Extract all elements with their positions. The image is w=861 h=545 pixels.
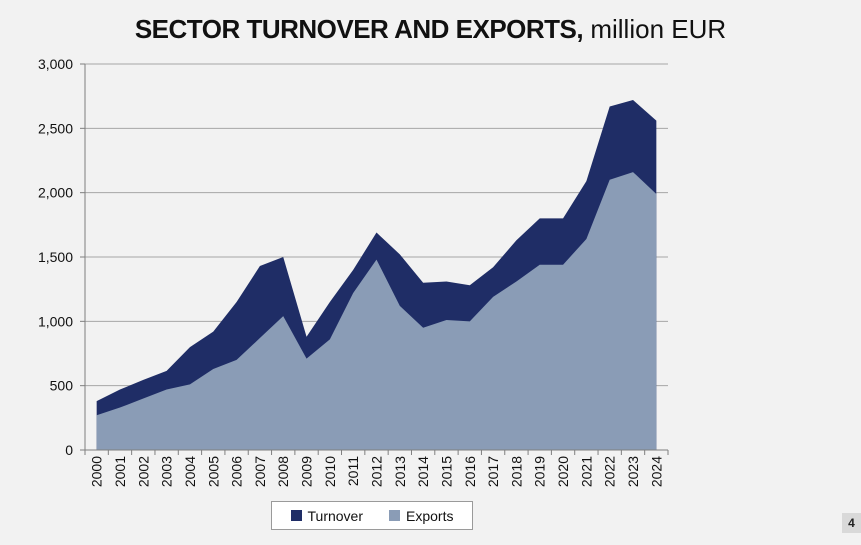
chart-title: SECTOR TURNOVER AND EXPORTS, million EUR [0,14,861,45]
x-tick-label: 2017 [485,456,501,487]
x-tick-label: 2003 [159,456,175,487]
x-tick-label: 2022 [602,456,618,487]
y-tick-label: 2,500 [38,120,73,136]
x-tick-label: 2021 [578,456,594,487]
x-tick-label: 2008 [275,456,291,487]
x-tick-label: 2023 [625,456,641,487]
x-tick-label: 2013 [392,456,408,487]
chart-legend: Turnover Exports [271,501,473,530]
legend-swatch-exports [389,510,401,521]
legend-item-turnover: Turnover [290,507,364,524]
x-tick-label: 2024 [648,456,664,487]
y-tick-label: 2,000 [38,185,73,201]
x-tick-label: 2020 [555,456,571,487]
x-tick-label: 2004 [182,456,198,487]
x-tick-label: 2001 [112,456,128,487]
x-tick-label: 2009 [299,456,315,487]
y-tick-label: 0 [65,442,73,458]
x-tick-label: 2010 [322,456,338,487]
chart-title-main: SECTOR TURNOVER AND EXPORTS, [134,14,584,44]
y-tick-label: 500 [50,378,74,394]
x-tick-label: 2016 [462,456,478,487]
x-tick-label: 2000 [89,456,105,487]
series-area-exports [96,172,657,450]
x-tick-label: 2002 [135,456,151,487]
legend-swatch-turnover [290,510,302,521]
chart-title-unit: million EUR [583,14,727,44]
x-tick-label: 2006 [229,456,245,487]
page-number: 4 [842,513,861,533]
y-tick-label: 3,000 [38,56,73,72]
legend-item-exports: Exports [389,508,453,524]
x-tick-label: 2005 [205,456,221,487]
legend-label-exports: Exports [406,507,454,524]
x-tick-label: 2007 [252,456,268,487]
x-tick-label: 2011 [345,456,361,486]
y-tick-label: 1,000 [38,313,73,329]
x-tick-label: 2019 [532,456,548,487]
legend-label-turnover: Turnover [307,507,364,524]
x-tick-label: 2012 [369,456,385,487]
x-tick-label: 2014 [415,456,431,487]
y-tick-label: 1,500 [38,249,73,265]
x-tick-label: 2018 [508,456,524,487]
x-tick-label: 2015 [438,456,454,487]
